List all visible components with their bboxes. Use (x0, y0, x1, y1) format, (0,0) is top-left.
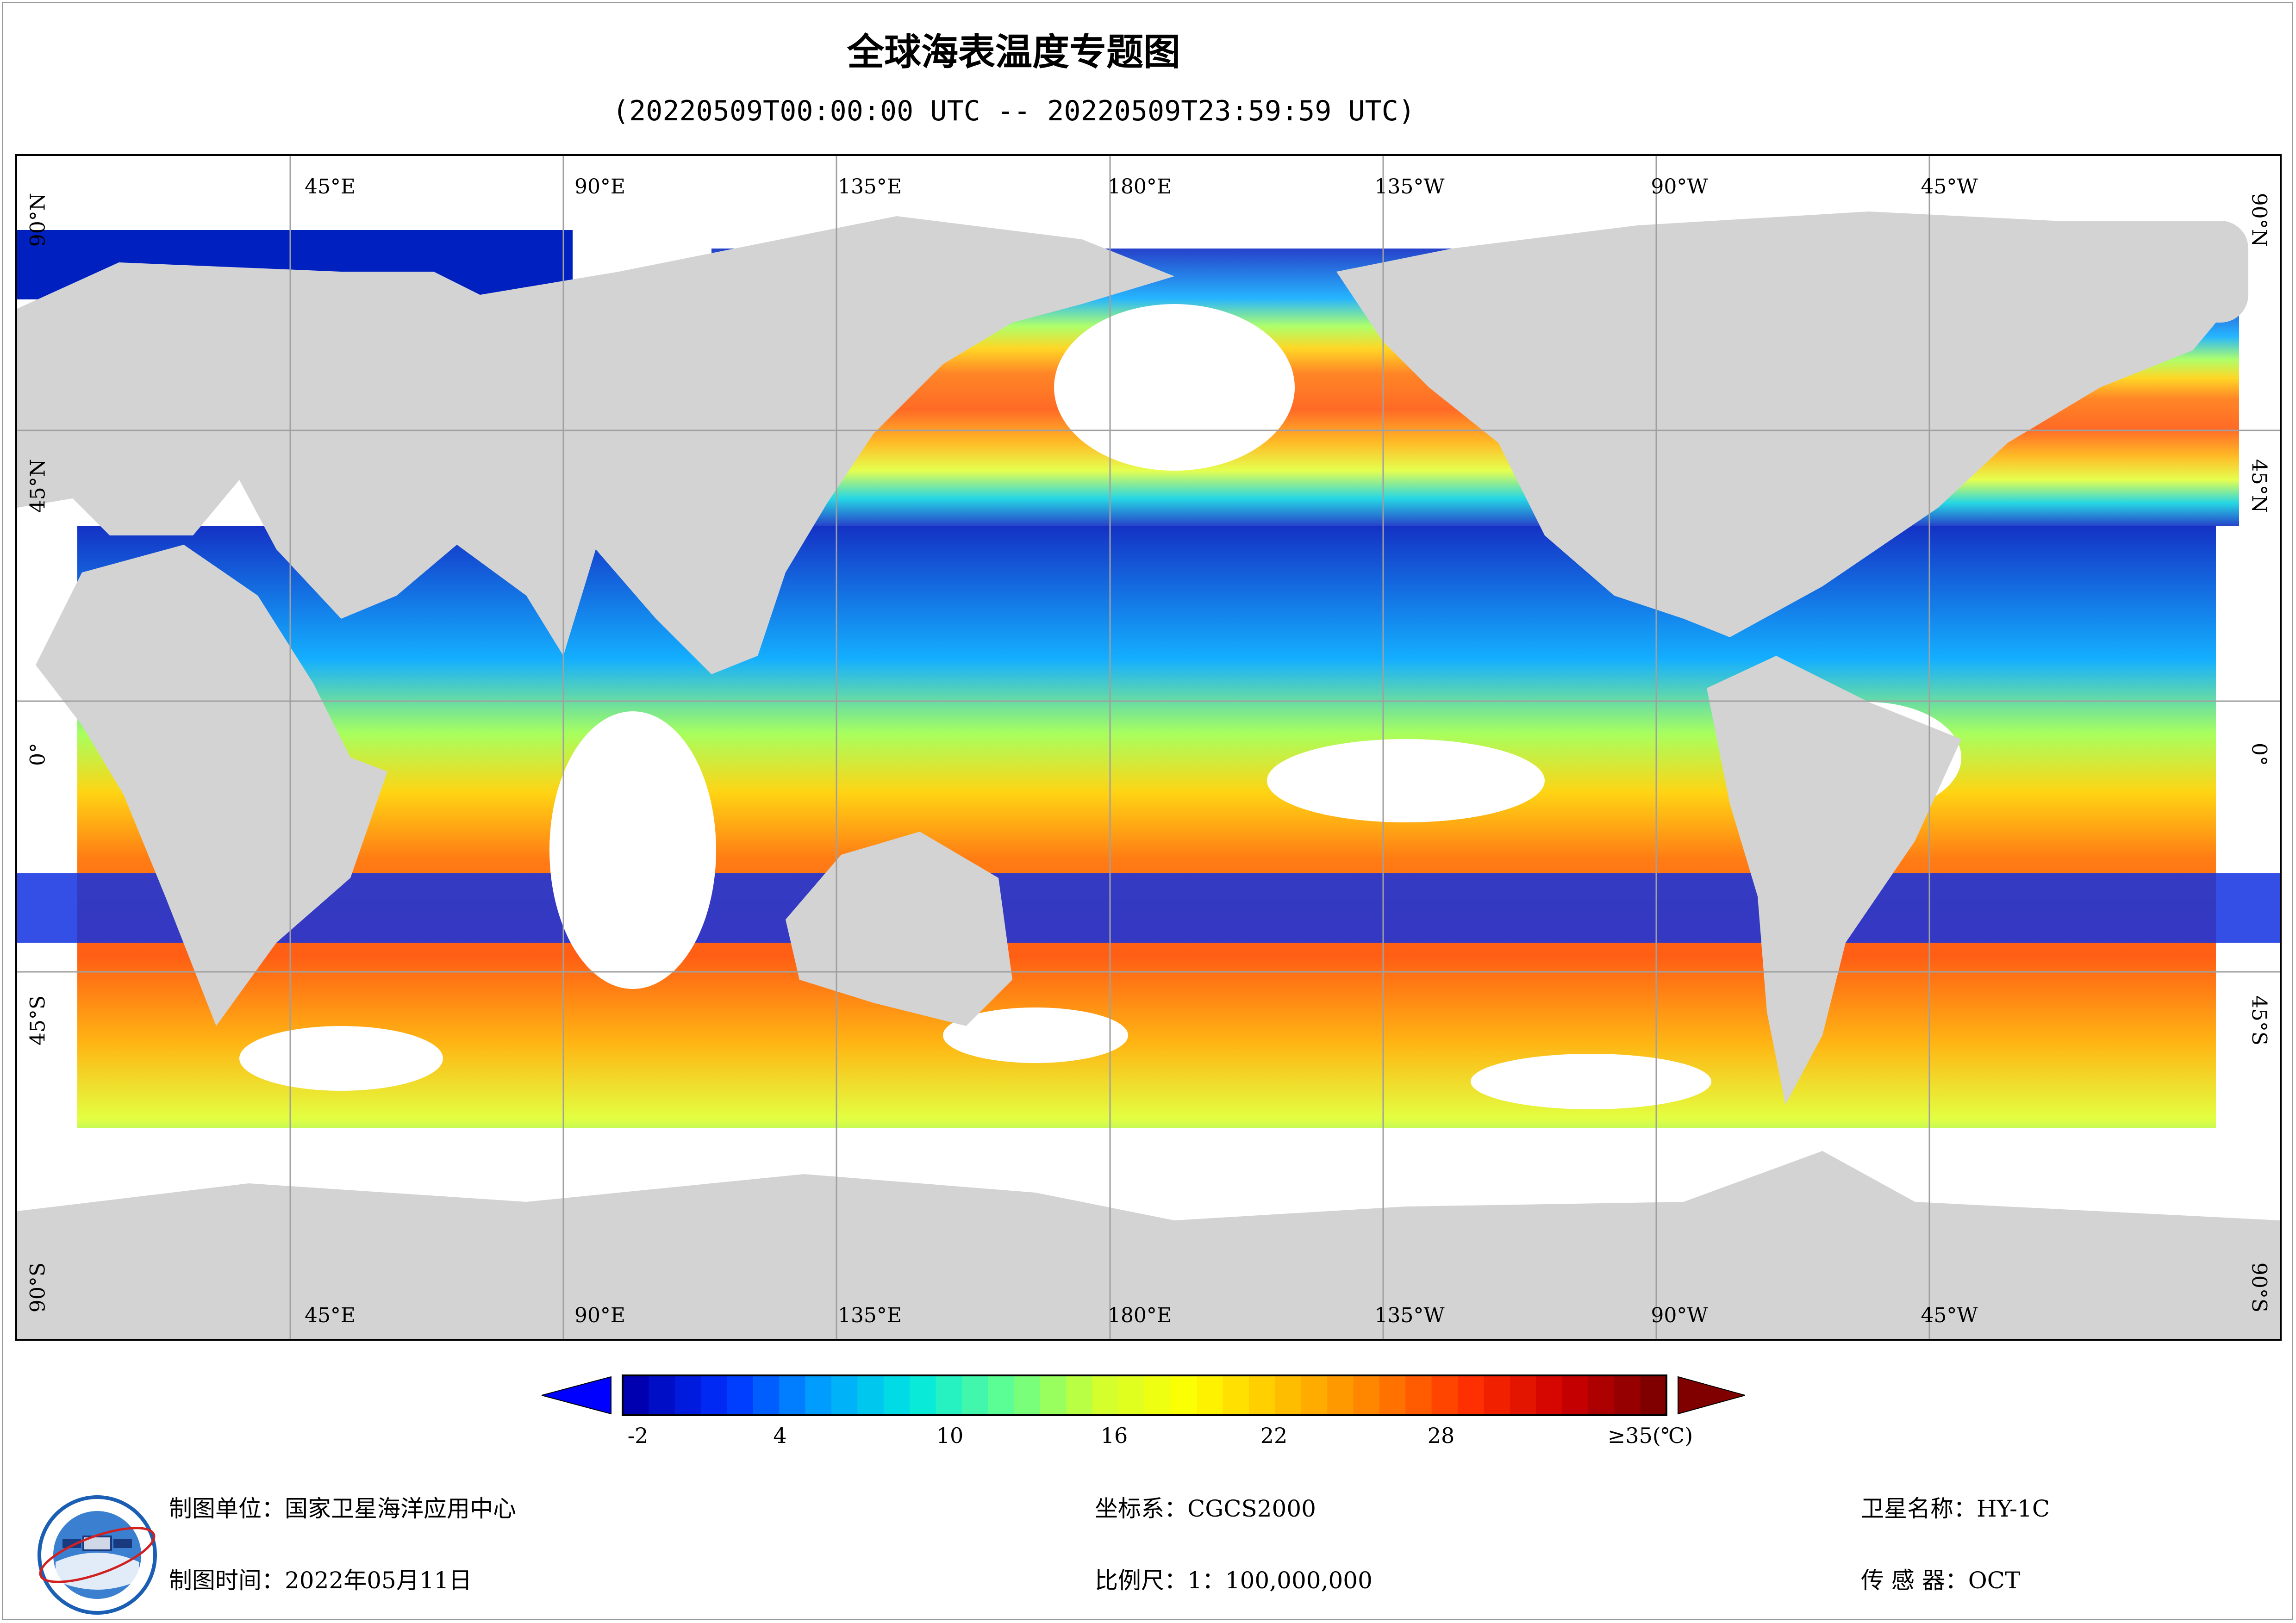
graticule (17, 156, 2280, 1339)
colorbar-cell (1223, 1375, 1249, 1415)
colorbar-cell (1562, 1375, 1589, 1415)
lat-label-left: 90°S (26, 1262, 50, 1313)
colorbar-cell (1536, 1375, 1562, 1415)
lon-label-bottom: 135°E (837, 1304, 902, 1327)
colorbar-tick: 16 (1100, 1423, 1128, 1448)
lon-label-top: 135°E (837, 175, 902, 199)
colorbar-tick: 28 (1427, 1423, 1455, 1448)
lon-label-top: 90°E (574, 175, 626, 199)
lat-label-right: 45°S (2247, 995, 2271, 1046)
colorbar-cell (1588, 1375, 1615, 1415)
colorbar-tick: ≥35(℃) (1607, 1423, 1693, 1448)
map-organization: 制图单位：国家卫星海洋应用中心 (169, 1495, 516, 1522)
colorbar-cell (1249, 1375, 1275, 1415)
map-title: 全球海表温度专题图 (847, 31, 1180, 74)
map-scale: 比例尺：1：100,000,000 (1095, 1567, 1373, 1594)
colorbar-cell (1640, 1375, 1667, 1415)
colorbar-cell (779, 1375, 806, 1415)
time-range-subtitle: (20220509T00:00:00 UTC -- 20220509T23:59… (612, 95, 1415, 127)
lon-label-top: 45°W (1921, 175, 1978, 199)
colorbar-cells (623, 1375, 1667, 1415)
map-frame (15, 154, 2282, 1341)
colorbar-tick: 10 (936, 1423, 964, 1448)
colorbar-cell (1118, 1375, 1145, 1415)
lon-label-bottom: 90°E (574, 1304, 626, 1327)
colorbar-cell (1614, 1375, 1641, 1415)
nsoas-logo-icon (37, 1495, 157, 1615)
lon-label-top: 45°E (304, 175, 356, 199)
colorbar-cell (857, 1375, 884, 1415)
colorbar-cell (1405, 1375, 1432, 1415)
colorbar-cell (1144, 1375, 1171, 1415)
lon-label-bottom: 90°W (1651, 1304, 1708, 1327)
colorbar-tick: -2 (627, 1423, 649, 1448)
colorbar-cell (831, 1375, 858, 1415)
lon-label-bottom: 45°E (304, 1304, 356, 1327)
lat-label-right: 45°N (2247, 459, 2271, 513)
satellite-name: 卫星名称：HY-1C (1861, 1495, 2050, 1522)
lat-label-right: 90°S (2247, 1262, 2271, 1313)
lat-label-left: 0° (26, 743, 50, 766)
lon-label-top: 90°W (1651, 175, 1708, 199)
colorbar-cell (701, 1375, 727, 1415)
colorbar-cell (805, 1375, 832, 1415)
lon-label-bottom: 135°W (1374, 1304, 1445, 1327)
colorbar-cell (649, 1375, 675, 1415)
colorbar-under-arrow (542, 1376, 611, 1415)
lat-label-right: 0° (2247, 743, 2271, 766)
colorbar-cell (1014, 1375, 1041, 1415)
lon-label-bottom: 180°E (1107, 1304, 1172, 1327)
colorbar-cell (1170, 1375, 1197, 1415)
sst-map (17, 156, 2280, 1339)
colorbar-cell (1379, 1375, 1406, 1415)
colorbar-cell (1301, 1375, 1328, 1415)
colorbar-cell (1431, 1375, 1458, 1415)
colorbar-cell (910, 1375, 936, 1415)
temperature-colorbar (542, 1374, 1745, 1416)
lon-label-top: 135°W (1374, 175, 1445, 199)
colorbar-cell (1510, 1375, 1536, 1415)
lon-label-bottom: 45°W (1921, 1304, 1978, 1327)
colorbar-border (622, 1374, 1667, 1416)
lat-label-right: 90°N (2247, 193, 2271, 247)
colorbar-tick: 22 (1260, 1423, 1288, 1448)
colorbar-cell (623, 1375, 649, 1415)
colorbar-cell (883, 1375, 910, 1415)
colorbar-tick: 4 (773, 1423, 787, 1448)
colorbar-over-arrow (1678, 1376, 1745, 1415)
lat-label-left: 45°N (26, 459, 50, 513)
lat-label-left: 45°S (26, 995, 50, 1046)
colorbar-cell (674, 1375, 701, 1415)
colorbar-cell (727, 1375, 754, 1415)
lon-label-top: 180°E (1107, 175, 1172, 199)
colorbar-cell (1040, 1375, 1067, 1415)
colorbar-cell (1484, 1375, 1510, 1415)
colorbar-cell (1066, 1375, 1093, 1415)
colorbar-cell (1092, 1375, 1119, 1415)
colorbar-cell (753, 1375, 780, 1415)
lat-label-left: 90°N (26, 193, 50, 247)
colorbar-cell (1197, 1375, 1223, 1415)
colorbar-cell (1275, 1375, 1302, 1415)
colorbar-cell (1458, 1375, 1484, 1415)
colorbar-cell (988, 1375, 1015, 1415)
colorbar-cell (1353, 1375, 1380, 1415)
sensor-name: 传 感 器：OCT (1861, 1567, 2021, 1594)
colorbar-cell (961, 1375, 988, 1415)
map-date: 制图时间：2022年05月11日 (169, 1567, 472, 1594)
coordinate-system: 坐标系：CGCS2000 (1095, 1495, 1316, 1522)
colorbar-cell (1327, 1375, 1354, 1415)
land-layer (17, 211, 2280, 1339)
colorbar-cell (936, 1375, 962, 1415)
